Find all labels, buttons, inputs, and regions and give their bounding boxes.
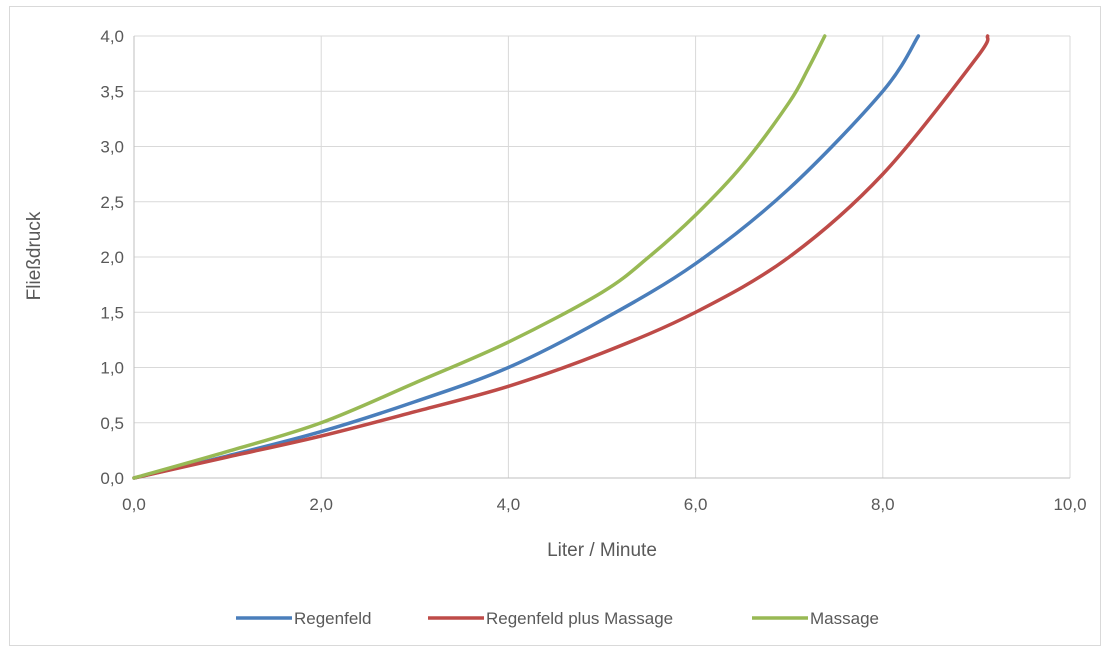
- legend: Regenfeld Regenfeld plus Massage Massage: [236, 609, 879, 628]
- x-tick-label: 8,0: [871, 495, 895, 514]
- grid-lines: [134, 35, 1071, 478]
- x-tick-label: 2,0: [309, 495, 333, 514]
- y-tick-label: 2,5: [100, 193, 124, 212]
- x-tick-label: 4,0: [497, 495, 521, 514]
- y-tick-label: 2,0: [100, 248, 124, 267]
- y-tick-label: 0,0: [100, 469, 124, 488]
- y-tick-label: 3,5: [100, 82, 124, 101]
- x-tick-label: 6,0: [684, 495, 708, 514]
- legend-label: Regenfeld: [294, 609, 372, 628]
- y-axis-title: Fließdruck: [24, 211, 45, 300]
- series-line-regenfeld: [132, 34, 921, 480]
- legend-label: Regenfeld plus Massage: [486, 609, 673, 628]
- x-tick-label: 10,0: [1053, 495, 1086, 514]
- y-tick-label: 3,0: [100, 138, 124, 157]
- axes: [133, 36, 1070, 479]
- legend-item-regenfeld-plus-massage: Regenfeld plus Massage: [428, 609, 673, 628]
- x-axis-title: Liter / Minute: [547, 540, 657, 561]
- series-line-regenfeld-plus-massage: [132, 34, 990, 480]
- legend-item-massage: Massage: [752, 609, 879, 628]
- y-tick-label: 0,5: [100, 414, 124, 433]
- y-tick-label: 4,0: [100, 27, 124, 46]
- x-tick-label: 0,0: [122, 495, 146, 514]
- y-tick-label: 1,0: [100, 359, 124, 378]
- legend-item-regenfeld: Regenfeld: [236, 609, 372, 628]
- chart-frame: [9, 6, 1101, 646]
- legend-label: Massage: [810, 609, 879, 628]
- series-line-massage: [132, 34, 827, 480]
- tick-labels: 0,0 0,5 1,0 1,5 2,0 2,5 3,0 3,5 4,0 0,0 2,0 4,0 6,0 8…: [100, 27, 1086, 514]
- y-tick-label: 1,5: [100, 303, 124, 322]
- series-lines: [132, 34, 990, 480]
